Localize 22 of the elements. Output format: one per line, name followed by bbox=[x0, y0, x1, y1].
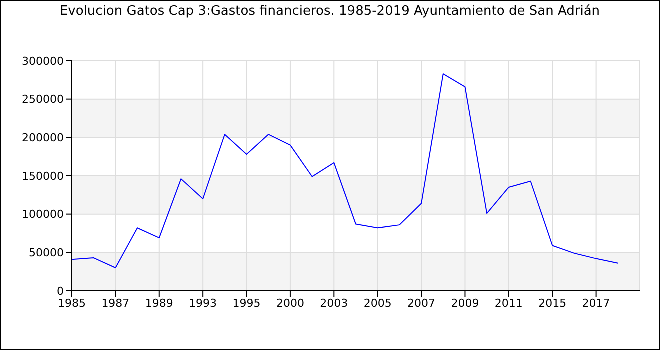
x-tick-label: 2007 bbox=[408, 296, 436, 310]
x-tick-label: 2011 bbox=[494, 296, 523, 310]
x-tick-label: 2005 bbox=[364, 296, 392, 310]
chart-title: Evolucion Gatos Cap 3:Gastos financieros. 1985-2019 Ayuntamiento de San Adrián bbox=[58, 4, 602, 19]
line-series bbox=[72, 74, 619, 268]
x-tick-label: 1989 bbox=[145, 296, 174, 310]
y-tick-label: 0 bbox=[57, 284, 64, 298]
x-tick-label: 1993 bbox=[189, 296, 218, 310]
y-tick-label: 250000 bbox=[22, 93, 64, 106]
x-tick-label: 2017 bbox=[582, 296, 610, 310]
y-tick-label: 50000 bbox=[29, 246, 64, 260]
y-tick-label: 100000 bbox=[22, 208, 64, 222]
x-tick-label: 2015 bbox=[538, 296, 567, 310]
y-tick-label: 150000 bbox=[22, 170, 64, 183]
y-tick-label: 200000 bbox=[22, 132, 64, 145]
x-tick-label: 2003 bbox=[320, 296, 348, 310]
x-tick-label: 1995 bbox=[232, 296, 261, 310]
x-tick-label: 2009 bbox=[451, 296, 480, 310]
x-tick-label: 1985 bbox=[58, 296, 86, 310]
y-tick-label: 300000 bbox=[22, 54, 64, 68]
x-tick-label: 1987 bbox=[102, 296, 130, 310]
x-tick-label: 2000 bbox=[276, 296, 304, 310]
